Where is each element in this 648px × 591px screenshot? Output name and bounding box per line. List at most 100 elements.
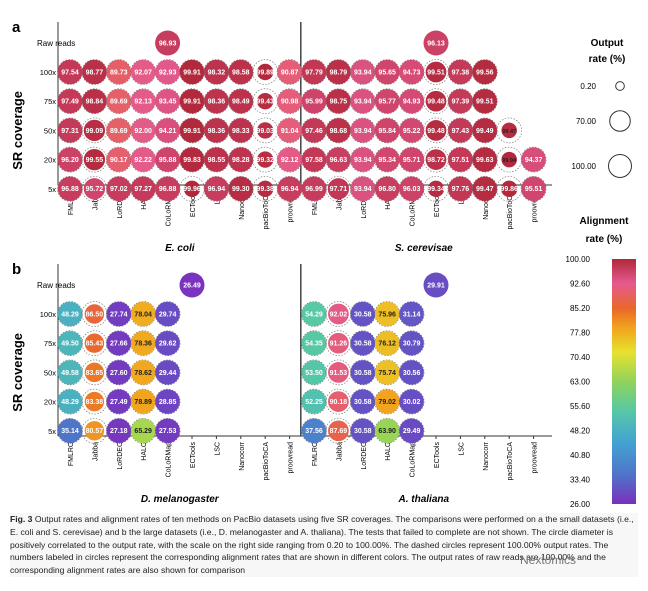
bubble [301, 360, 327, 385]
method-label-FMLRC: FMLRC [68, 191, 75, 215]
bubble-value: 86.50 [86, 311, 104, 318]
bubble-value: 30.58 [354, 370, 372, 377]
bubble [327, 178, 350, 200]
bubble [57, 418, 83, 444]
full-output-dashed-circle [228, 176, 254, 202]
bubble [425, 61, 447, 83]
full-output-dashed-circle [496, 117, 523, 144]
method-label-Jabba: Jabba [336, 442, 343, 461]
raw-reads-label: Raw reads [37, 281, 75, 290]
bubble-value: 99.30 [232, 186, 250, 193]
method-label-HALC: HALC [141, 442, 148, 461]
bubble-value: 98.36 [208, 128, 226, 135]
bubble [84, 304, 105, 324]
bubble-value: 95.71 [403, 157, 421, 164]
raw-reads-value: 96.93 [159, 41, 177, 48]
bubble [204, 147, 229, 172]
bubble [204, 176, 229, 202]
bubble [350, 389, 376, 414]
bubble-value: 65.29 [134, 428, 152, 435]
bubble-value: 49.58 [61, 370, 79, 377]
bubble-value: 27.53 [159, 428, 177, 435]
bubble-value: 98.28 [232, 157, 250, 164]
bubble-value: 76.12 [378, 341, 396, 348]
row-label-20x: 20x [44, 398, 56, 407]
alignment-tick-label: 63.00 [570, 378, 591, 387]
bubble [179, 147, 205, 172]
bubble-value: 30.58 [354, 428, 372, 435]
bubble [83, 119, 106, 142]
full-output-dashed-circle [301, 359, 327, 386]
method-label-FMLRC: FMLRC [68, 442, 75, 466]
bubble-value: 48.29 [61, 311, 79, 318]
raw-reads-bubble [423, 30, 449, 56]
bubble-value: 95.34 [378, 157, 396, 164]
bubble [155, 118, 180, 143]
alignment-tick-label: 77.80 [570, 329, 591, 338]
full-output-dashed-circle [57, 117, 83, 144]
full-output-dashed-circle [57, 359, 83, 386]
bubble-value: 90.18 [330, 399, 348, 406]
bubble [57, 59, 83, 85]
full-output-dashed-circle [301, 417, 327, 444]
bubble-value: 99.96 [183, 186, 201, 193]
bubble [130, 418, 156, 444]
bubble [106, 147, 132, 172]
bubble [350, 59, 376, 85]
full-output-dashed-circle [398, 330, 425, 357]
bubble-value: 96.94 [208, 186, 226, 193]
bubble-value: 95.77 [378, 99, 396, 106]
bubble-value: 78.04 [134, 311, 152, 318]
method-label-Jabba: Jabba [92, 442, 99, 461]
bubble [501, 122, 517, 139]
bubble [448, 118, 473, 143]
alignment-legend-title: Alignment [580, 216, 630, 227]
bubble [130, 147, 156, 172]
bubble-value: 93.94 [354, 186, 372, 193]
bubble-value: 99.56 [476, 69, 494, 76]
bubble-value: 98.36 [208, 99, 226, 106]
bubble-value: 35.14 [61, 428, 79, 435]
method-label-pacBioToCA: pacBioToCA [507, 442, 514, 481]
method-label-proovread: proovread [288, 442, 295, 474]
bubble-value: 99.63 [476, 157, 494, 164]
bubble-value: 94.73 [403, 69, 421, 76]
row-label-20x: 20x [44, 156, 56, 165]
bubble [57, 147, 83, 172]
bubble-value: 97.79 [305, 69, 323, 76]
bubble-value: 99.89 [256, 69, 274, 76]
bubble-value: 95.84 [378, 128, 396, 135]
bubble-value: 30.58 [354, 399, 372, 406]
row-label-75x: 75x [44, 339, 56, 348]
bubble [448, 176, 473, 202]
bubble [374, 59, 400, 85]
bubble-value: 98.58 [232, 69, 250, 76]
raw-reads-value: 29.91 [427, 283, 445, 290]
bubble-value: 98.49 [232, 99, 250, 106]
bubble-value: 54.35 [305, 341, 323, 348]
bubble-value: 97.39 [452, 99, 470, 106]
full-output-dashed-circle [57, 301, 83, 327]
bubble [256, 122, 274, 139]
bubble [427, 180, 445, 198]
method-label-pacBioToCA: pacBioToCA [507, 191, 514, 230]
bubble [301, 118, 327, 143]
bubble-value: 29.62 [159, 341, 177, 348]
bubble [500, 180, 518, 198]
bubble-value: 48.29 [61, 399, 79, 406]
bubble-value: 92.93 [159, 69, 177, 76]
method-label-pacBioToCA: pacBioToCA [263, 442, 270, 481]
raw-reads-label: Raw reads [37, 39, 75, 48]
method-label-CoLoRMap: CoLoRMap [410, 191, 417, 227]
dataset-name: E. coli [165, 243, 195, 254]
bubble [155, 147, 180, 172]
bubble-value: 85.43 [86, 341, 104, 348]
bubble-value: 75.74 [378, 370, 396, 377]
bubble [228, 147, 254, 172]
bubble [155, 330, 180, 356]
output-legend-circle [615, 81, 625, 91]
bubble-value: 96.88 [159, 186, 177, 193]
bubble-value: 96.03 [403, 186, 421, 193]
bubble-value: 79.02 [378, 399, 396, 406]
panel-letter-a: a [12, 19, 21, 36]
